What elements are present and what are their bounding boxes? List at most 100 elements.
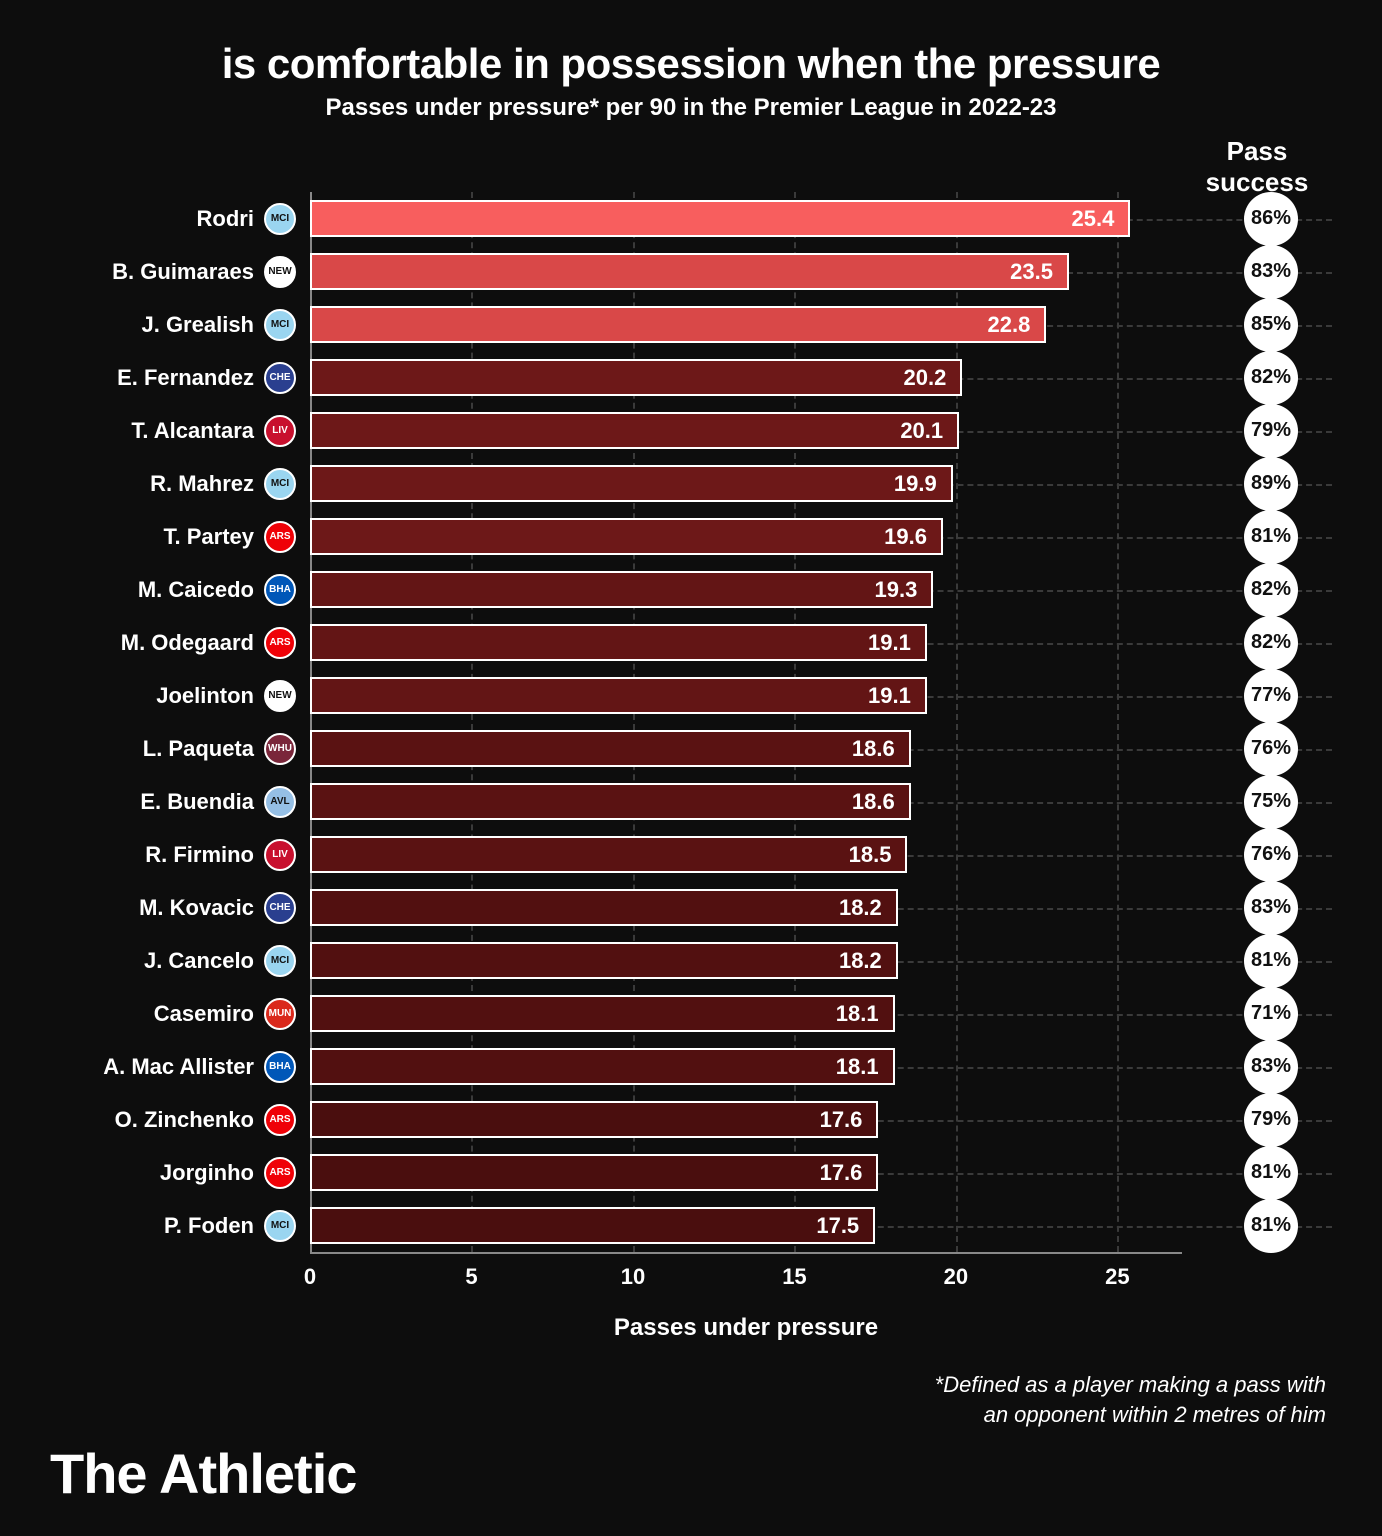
bar-value: 22.8: [988, 312, 1031, 338]
team-badge-icon: LIV: [264, 839, 296, 871]
bar-value: 18.6: [852, 789, 895, 815]
chart-area: Pass success RodriMCI25.486%B. Guimaraes…: [310, 192, 1182, 1342]
player-row: E. FernandezCHE20.282%: [310, 351, 1182, 404]
bar: 17.5: [310, 1207, 875, 1244]
bar-value: 19.1: [868, 683, 911, 709]
bar-value: 19.3: [874, 577, 917, 603]
chart-subtitle: Passes under pressure* per 90 in the Pre…: [50, 94, 1332, 122]
x-tick-label: 20: [944, 1264, 968, 1290]
team-badge-icon: MCI: [264, 1210, 296, 1242]
player-name: P. Foden: [164, 1213, 254, 1239]
pass-success-badge: 83%: [1244, 1040, 1298, 1094]
footnote: *Defined as a player making a pass with …: [50, 1370, 1326, 1429]
bar-value: 19.6: [884, 524, 927, 550]
bar-value: 18.5: [849, 842, 892, 868]
pass-success-badge: 81%: [1244, 510, 1298, 564]
team-badge-icon: CHE: [264, 892, 296, 924]
bar: 25.4: [310, 200, 1130, 237]
player-row: M. OdegaardARS19.182%: [310, 616, 1182, 669]
team-badge-icon: ARS: [264, 1157, 296, 1189]
player-name: M. Odegaard: [121, 630, 254, 656]
pass-success-badge: 81%: [1244, 934, 1298, 988]
player-row: RodriMCI25.486%: [310, 192, 1182, 245]
player-row: L. PaquetaWHU18.676%: [310, 722, 1182, 775]
bar: 19.9: [310, 465, 953, 502]
footnote-line-1: *Defined as a player making a pass with: [935, 1372, 1326, 1397]
bar: 18.2: [310, 889, 898, 926]
pass-success-badge: 82%: [1244, 616, 1298, 670]
team-badge-icon: NEW: [264, 680, 296, 712]
player-name: R. Mahrez: [150, 471, 254, 497]
pass-success-badge: 83%: [1244, 245, 1298, 299]
bar: 20.2: [310, 359, 962, 396]
team-badge-icon: ARS: [264, 521, 296, 553]
bar-value: 18.2: [839, 948, 882, 974]
bar-value: 18.2: [839, 895, 882, 921]
team-badge-icon: MCI: [264, 309, 296, 341]
bar-value: 19.9: [894, 471, 937, 497]
x-axis: 0510152025: [310, 1252, 1182, 1302]
player-name: J. Grealish: [141, 312, 254, 338]
player-name: L. Paqueta: [143, 736, 254, 762]
pass-success-badge: 82%: [1244, 351, 1298, 405]
team-badge-icon: NEW: [264, 256, 296, 288]
bar: 18.5: [310, 836, 907, 873]
bar: 19.6: [310, 518, 943, 555]
player-row: M. CaicedoBHA19.382%: [310, 563, 1182, 616]
team-badge-icon: CHE: [264, 362, 296, 394]
player-name: M. Kovacic: [139, 895, 254, 921]
x-tick-label: 15: [782, 1264, 806, 1290]
x-tick-label: 5: [465, 1264, 477, 1290]
team-badge-icon: BHA: [264, 1051, 296, 1083]
pass-success-badge: 81%: [1244, 1146, 1298, 1200]
team-badge-icon: WHU: [264, 733, 296, 765]
team-badge-icon: MCI: [264, 945, 296, 977]
bar: 18.1: [310, 1048, 895, 1085]
pass-success-header: Pass success: [1182, 136, 1332, 198]
player-row: M. KovacicCHE18.283%: [310, 881, 1182, 934]
player-row: B. GuimaraesNEW23.583%: [310, 245, 1182, 298]
player-row: R. FirminoLIV18.576%: [310, 828, 1182, 881]
player-name: Joelinton: [156, 683, 254, 709]
bar-value: 18.1: [836, 1054, 879, 1080]
bar-value: 23.5: [1010, 259, 1053, 285]
bar-value: 17.6: [820, 1160, 863, 1186]
player-row: JoelintonNEW19.177%: [310, 669, 1182, 722]
player-row: J. GrealishMCI22.885%: [310, 298, 1182, 351]
bar: 23.5: [310, 253, 1069, 290]
bar: 18.2: [310, 942, 898, 979]
pass-success-badge: 82%: [1244, 563, 1298, 617]
bar: 17.6: [310, 1101, 878, 1138]
player-name: M. Caicedo: [138, 577, 254, 603]
bar: 17.6: [310, 1154, 878, 1191]
bar-value: 18.6: [852, 736, 895, 762]
footnote-line-2: an opponent within 2 metres of him: [984, 1402, 1326, 1427]
bar: 19.1: [310, 624, 927, 661]
bar-value: 17.6: [820, 1107, 863, 1133]
player-name: Casemiro: [154, 1001, 254, 1027]
x-tick-label: 25: [1105, 1264, 1129, 1290]
bar: 20.1: [310, 412, 959, 449]
x-axis-label: Passes under pressure: [310, 1314, 1182, 1342]
team-badge-icon: LIV: [264, 415, 296, 447]
player-row: A. Mac AllisterBHA18.183%: [310, 1040, 1182, 1093]
pass-success-badge: 76%: [1244, 828, 1298, 882]
bar: 18.1: [310, 995, 895, 1032]
player-name: E. Buendia: [140, 789, 254, 815]
brand-logo: The Athletic: [50, 1441, 356, 1506]
bar-value: 19.1: [868, 630, 911, 656]
player-name: O. Zinchenko: [115, 1107, 254, 1133]
team-badge-icon: ARS: [264, 1104, 296, 1136]
team-badge-icon: ARS: [264, 627, 296, 659]
plot-region: RodriMCI25.486%B. GuimaraesNEW23.583%J. …: [310, 192, 1182, 1252]
player-row: J. CanceloMCI18.281%: [310, 934, 1182, 987]
pass-success-badge: 83%: [1244, 881, 1298, 935]
chart-header: is comfortable in possession when the pr…: [50, 40, 1332, 122]
bar: 18.6: [310, 783, 911, 820]
player-name: E. Fernandez: [117, 365, 254, 391]
pass-success-badge: 81%: [1244, 1199, 1298, 1253]
player-row: T. AlcantaraLIV20.179%: [310, 404, 1182, 457]
bar: 22.8: [310, 306, 1046, 343]
player-name: Jorginho: [160, 1160, 254, 1186]
player-name: J. Cancelo: [144, 948, 254, 974]
